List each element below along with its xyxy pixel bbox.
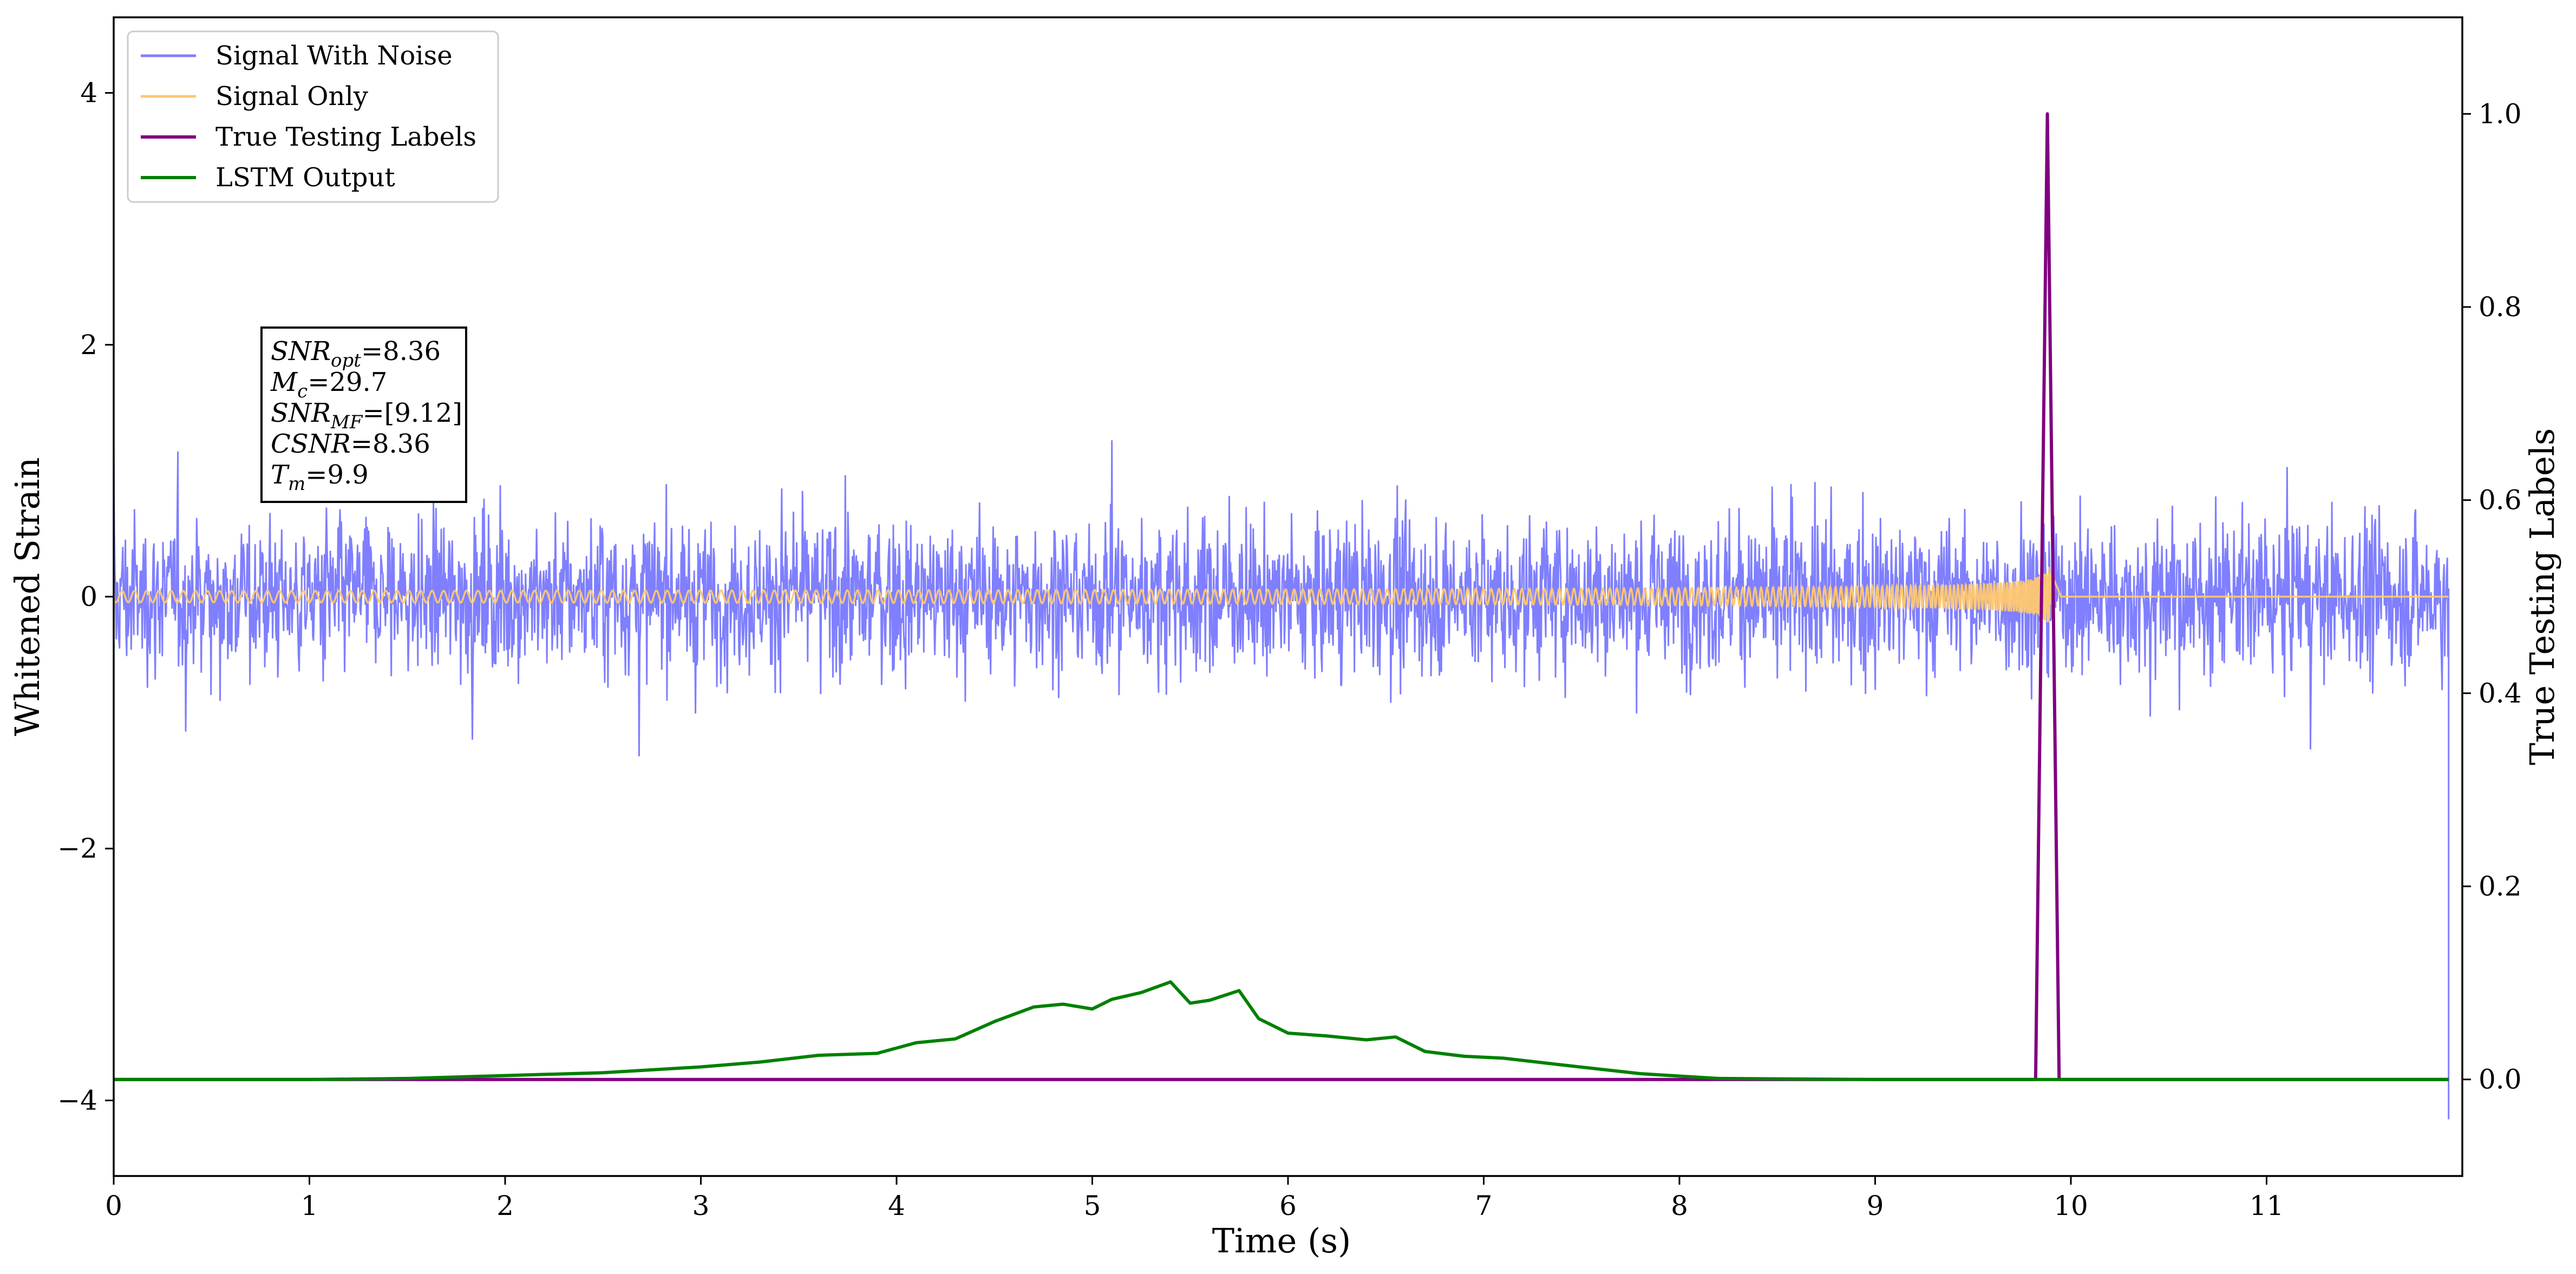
legend-label-signal-only: Signal Only [215, 81, 368, 112]
y-tick-label-left: 0 [80, 581, 97, 612]
x-tick-label: 2 [496, 1190, 514, 1221]
x-tick-label: 9 [1867, 1190, 1884, 1221]
legend-label-true-testing-labels: True Testing Labels [215, 122, 476, 152]
x-tick-label: 6 [1279, 1190, 1297, 1221]
series-lstm-output [114, 980, 2449, 1081]
y-tick-label-left: 4 [80, 77, 97, 109]
annotation-line: Tm=9.9 [271, 460, 369, 495]
x-tick-label: 5 [1084, 1190, 1101, 1221]
legend-box [127, 30, 499, 203]
x-tick-label: 4 [888, 1190, 905, 1221]
y-tick-label-left: 2 [80, 329, 97, 361]
x-tick-label: 11 [2250, 1190, 2284, 1221]
y-tick-label-right: 0.4 [2479, 677, 2522, 709]
x-tick-label: 8 [1671, 1190, 1688, 1221]
x-axis-label: Time (s) [1212, 1221, 1351, 1260]
x-tick-label: 0 [105, 1190, 122, 1221]
y-tick-label-right: 0.6 [2479, 485, 2522, 516]
y-axis-label-left: Whitened Strain [8, 458, 47, 736]
x-tick-label: 1 [301, 1190, 318, 1221]
annotation-line: CSNR=8.36 [271, 429, 430, 459]
annotation-line: SNRMF=[9.12] [271, 398, 462, 433]
legend: Signal With Noise Signal Only True Testi… [127, 30, 499, 203]
annotation-line: Mc=29.7 [270, 367, 387, 402]
x-tick-label: 3 [692, 1190, 710, 1221]
annotation-frame [260, 326, 467, 503]
y-tick-label-right: 0.2 [2479, 871, 2522, 902]
axes-layer: 0 1 2 3 4 5 6 7 8 9 10 11 −4 −2 0 2 4 0.0 0.2 0.4 0.6 0.8 1.0 [57, 77, 2521, 1221]
series-signal-only [114, 566, 2449, 623]
series-signal-with-noise [114, 440, 2450, 1120]
legend-label-lstm-output: LSTM Output [215, 162, 395, 193]
annotation-box: SNRopt=8.36Mc=29.7SNRMF=[9.12]CSNR=8.36T… [260, 326, 467, 503]
y-tick-label-right: 0.8 [2479, 291, 2522, 323]
y-tick-label-left: −2 [57, 833, 97, 864]
y-tick-label-right: 0.0 [2479, 1064, 2522, 1095]
x-tick-label: 7 [1475, 1190, 1493, 1221]
x-tick-label: 10 [2054, 1190, 2088, 1221]
plot-layer [114, 112, 2450, 1120]
y-tick-label-right: 1.0 [2479, 98, 2522, 129]
y-tick-label-left: −4 [57, 1084, 97, 1116]
annotation-line: SNRopt=8.36 [271, 336, 441, 371]
y-axis-label-right: True Testing Labels [2522, 428, 2562, 766]
legend-label-signal-with-noise: Signal With Noise [215, 41, 453, 71]
